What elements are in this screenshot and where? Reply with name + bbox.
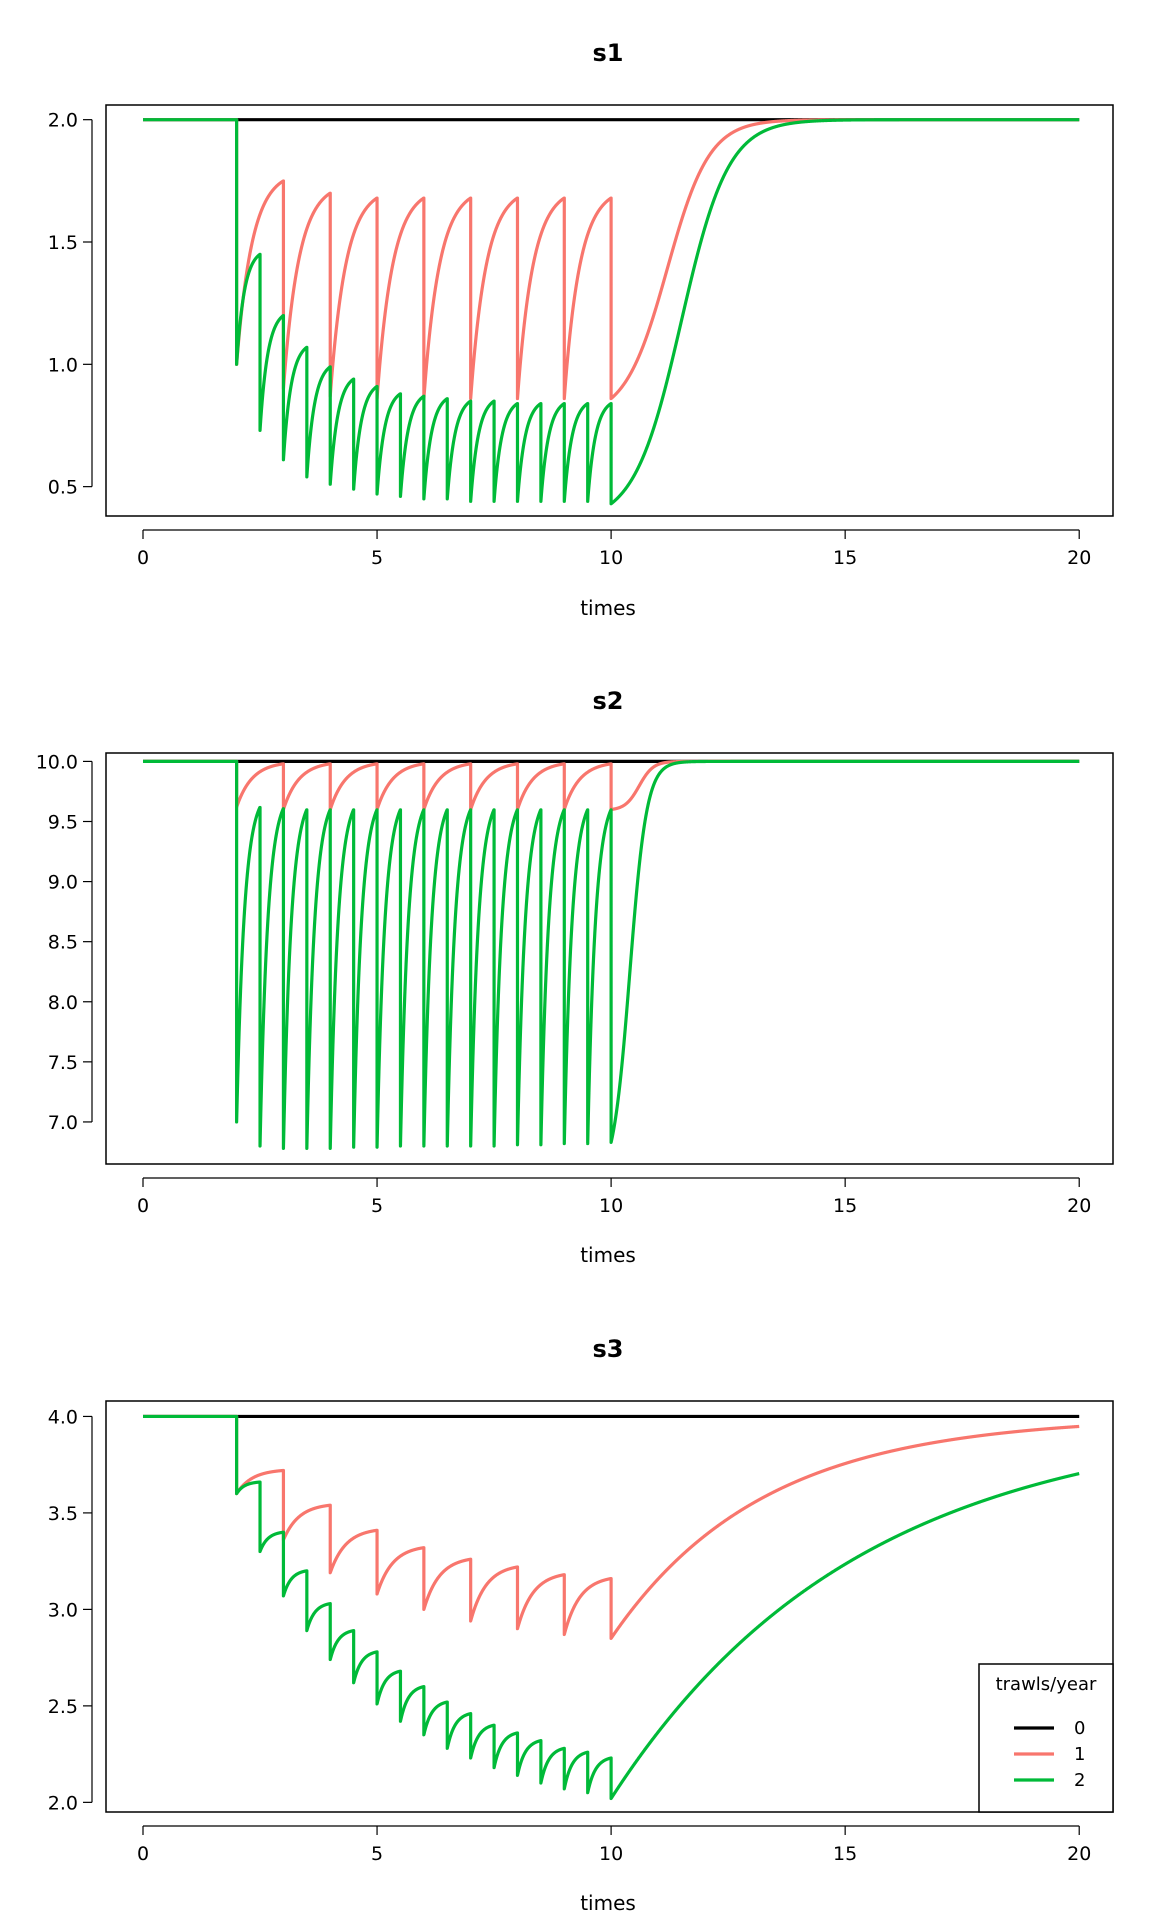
chart-panel-s2: s2 0 5 10 15 20 times 7.0 7.5 8.0 8.5 9.0 9.5 10.0	[36, 687, 1114, 1267]
chart-panel-s1: s1 0 5 10 15 20 times 0.5 1.0 1.5 2.0	[48, 39, 1114, 620]
y-tick-label: 9.0	[48, 872, 78, 894]
legend-label-0: 0	[1074, 1718, 1085, 1739]
chart-title: s2	[593, 687, 624, 715]
x-tick-label: 20	[1067, 1843, 1091, 1865]
y-tick-label: 9.5	[48, 812, 78, 834]
x-tick-label: 10	[599, 547, 623, 569]
legend: trawls/year 0 1 2	[978, 1663, 1114, 1813]
chart-title: s3	[593, 1335, 624, 1363]
plot-frame	[105, 104, 1114, 517]
series-line-2	[141, 759, 1081, 1150]
x-tick-label: 5	[371, 1195, 383, 1217]
y-tick-label: 8.0	[48, 992, 78, 1014]
x-tick-label: 10	[599, 1843, 623, 1865]
legend-label-2: 2	[1074, 1770, 1085, 1791]
legend-label-1: 1	[1074, 1744, 1085, 1765]
y-tick-label: 3.0	[48, 1599, 78, 1621]
x-tick-label: 20	[1067, 547, 1091, 569]
plot-frame	[105, 1400, 1114, 1813]
y-tick-label: 1.0	[48, 354, 78, 376]
y-tick-label: 2.0	[48, 1792, 78, 1814]
chart-title: s1	[593, 39, 624, 67]
x-tick-label: 5	[371, 547, 383, 569]
y-tick-label: 7.0	[48, 1112, 78, 1134]
x-axis-label: times	[580, 596, 636, 620]
legend-box	[978, 1663, 1114, 1813]
y-tick-label: 10.0	[36, 751, 78, 773]
x-axis-label: times	[580, 1243, 636, 1267]
y-tick-label: 3.5	[48, 1503, 78, 1525]
x-tick-label: 15	[833, 1195, 857, 1217]
x-tick-label: 5	[371, 1843, 383, 1865]
y-tick-label: 2.0	[48, 110, 78, 132]
x-tick-label: 10	[599, 1195, 623, 1217]
x-axis-label: times	[580, 1891, 636, 1915]
x-tick-label: 20	[1067, 1195, 1091, 1217]
y-tick-label: 1.5	[48, 232, 78, 254]
series-line-2	[141, 1414, 1081, 1801]
y-tick-label: 8.5	[48, 932, 78, 954]
y-tick-label: 7.5	[48, 1052, 78, 1074]
plot-frame	[105, 752, 1114, 1165]
series-line-2	[141, 118, 1081, 506]
chart-panel-s3: s30 5 10 15 20times2.02.53.03.54.0trawls/yea…	[48, 1335, 1114, 1915]
series-line-1	[141, 759, 1081, 812]
x-tick-label: 0	[137, 547, 149, 569]
series-line-1	[141, 1414, 1081, 1640]
legend-title: trawls/year	[996, 1674, 1097, 1695]
x-tick-label: 0	[137, 1195, 149, 1217]
x-tick-label: 15	[833, 1843, 857, 1865]
y-tick-label: 4.0	[48, 1406, 78, 1428]
x-tick-label: 0	[137, 1843, 149, 1865]
x-tick-label: 15	[833, 547, 857, 569]
y-tick-label: 0.5	[48, 477, 78, 499]
y-tick-label: 2.5	[48, 1696, 78, 1718]
